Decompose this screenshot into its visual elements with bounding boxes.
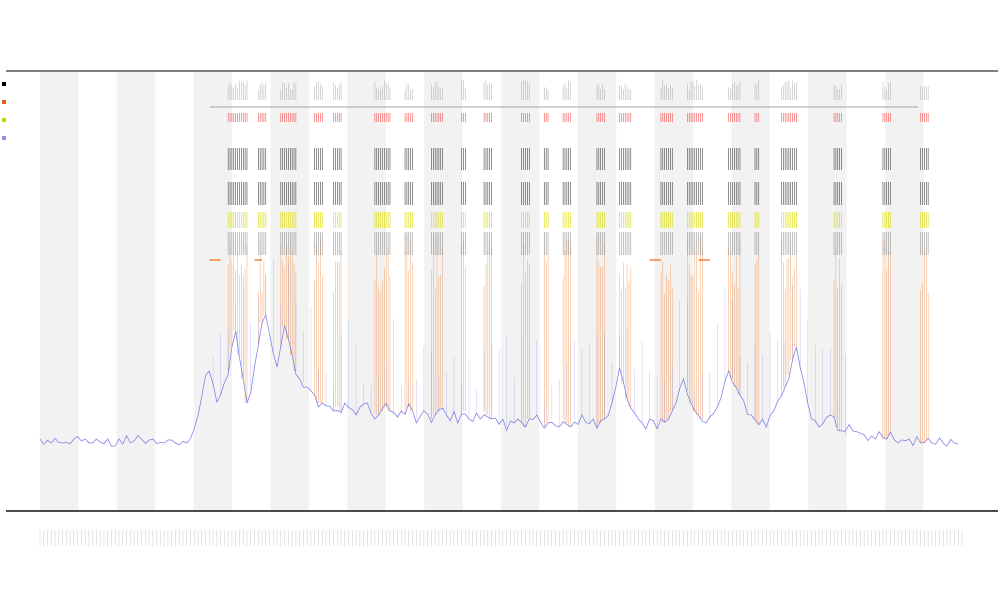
background-band xyxy=(885,71,924,511)
legend-swatch xyxy=(2,136,6,140)
background-band xyxy=(731,71,770,511)
density-series-line xyxy=(39,313,959,447)
background-band xyxy=(40,71,79,511)
background-band xyxy=(808,71,847,511)
background-band xyxy=(501,71,540,511)
legend xyxy=(2,78,16,150)
background-band xyxy=(270,71,309,511)
legend-item xyxy=(2,78,16,96)
legend-item xyxy=(2,132,16,150)
background-band xyxy=(424,71,463,511)
background-band xyxy=(193,71,233,511)
background-band xyxy=(347,71,386,511)
background-band xyxy=(116,71,156,511)
legend-swatch xyxy=(2,118,6,122)
legend-swatch xyxy=(2,100,6,104)
legend-item xyxy=(2,114,16,132)
legend-item xyxy=(2,96,16,114)
legend-swatch xyxy=(2,82,6,86)
